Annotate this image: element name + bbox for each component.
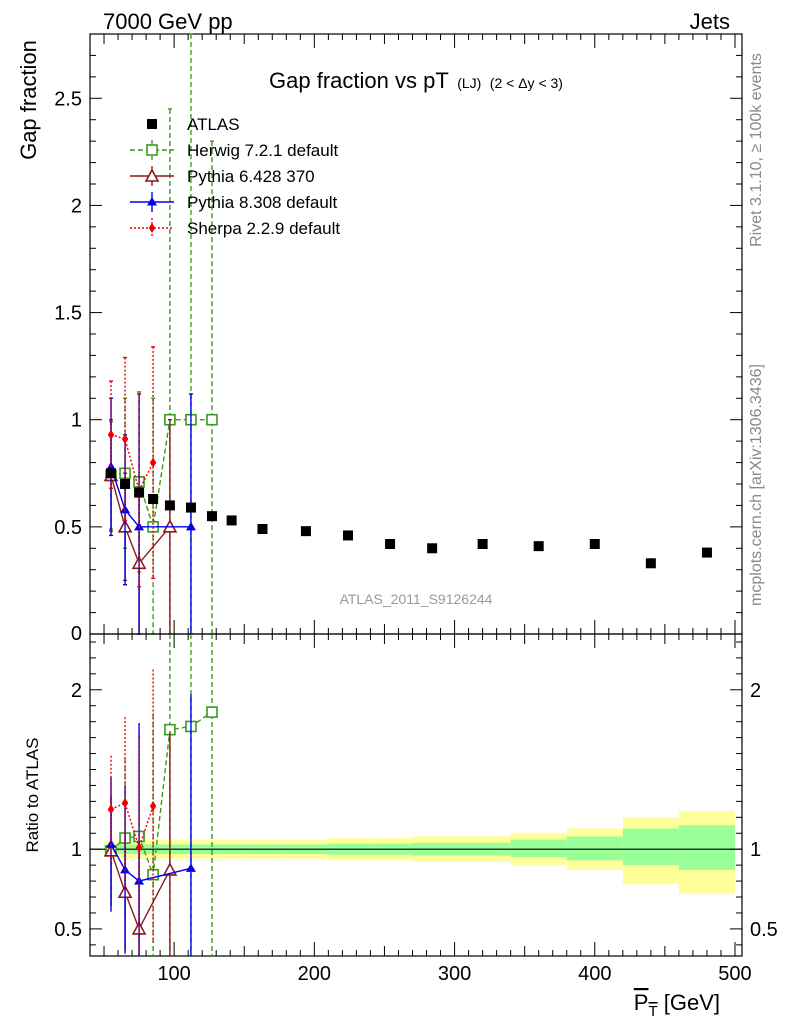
legend-entry: Herwig 7.2.1 default [130, 140, 338, 160]
x-tick-label: 400 [578, 963, 611, 985]
x-tick-label: 200 [298, 963, 331, 985]
data-point [645, 558, 656, 569]
x-tick-label: 500 [718, 963, 751, 985]
data-point [533, 541, 544, 552]
legend-marker [148, 223, 156, 233]
ratio-data-point [121, 797, 129, 808]
ratio-data-point [107, 804, 115, 815]
legend-label: ATLAS [187, 115, 240, 134]
title-sub: (LJ) [457, 75, 481, 91]
x-axis-label: PT [GeV] [634, 990, 720, 1020]
data-point [164, 500, 175, 511]
ratio-y-tick-label-right: 2 [750, 680, 761, 702]
ratio-panel: 0.5 0.5 1 1 2 2 100 200 300 400 500 [54, 633, 778, 985]
data-point [477, 539, 488, 549]
mcplots-text: mcplots.cern.ch [arXiv:1306.3436] [748, 364, 765, 606]
data-point [148, 494, 159, 504]
data-point [300, 526, 311, 537]
legend-entry: Sherpa 2.2.9 default [130, 218, 340, 238]
main-y-tick-label-zero: 0 [71, 623, 82, 645]
header-right: Jets [690, 9, 730, 34]
ratio-y-tick-label: 2 [71, 680, 82, 702]
series-line [110, 466, 191, 528]
main-y-label: Gap fraction [16, 40, 41, 160]
ratio-data-point [185, 863, 196, 872]
ratio-y-tick-label: 1 [71, 839, 82, 861]
main-y-tick-label: 1 [71, 410, 82, 432]
data-point [589, 539, 600, 549]
uncertainty-band-inner [622, 828, 679, 866]
ratio-series-pythia-8-308-default [106, 694, 196, 956]
data-point [107, 429, 115, 440]
x-axis-label-text: P [634, 990, 649, 1015]
ratio-series-line [110, 850, 171, 931]
legend-marker [144, 168, 160, 182]
ratio-y-tick-label: 0.5 [54, 919, 82, 941]
series-line [110, 475, 171, 565]
ratio-series-herwig-7-2-1-default [105, 634, 218, 956]
x-tick-label: 300 [438, 963, 471, 985]
legend: ATLAS Herwig 7.2.1 default Pythia 6.428 37… [130, 115, 340, 238]
data-point [149, 457, 157, 468]
x-tick-label: 100 [157, 963, 190, 985]
data-point [120, 504, 131, 514]
ratio-data-point [106, 839, 117, 848]
data-point [257, 524, 268, 534]
header-left: 7000 GeV pp [103, 9, 233, 34]
ratio-series-line [110, 802, 154, 850]
ratio-data-point [135, 842, 143, 853]
data-point [120, 479, 131, 489]
legend-marker [146, 144, 158, 156]
data-point [121, 434, 129, 444]
main-y-tick-label: 1.5 [54, 303, 82, 325]
ratio-data-point [206, 706, 218, 718]
data-point [701, 547, 712, 558]
rivet-version-text: Rivet 3.1.10, ≥ 100k events [748, 53, 765, 247]
legend-entry: ATLAS [147, 115, 240, 134]
ratio-y-label: Ratio to ATLAS [23, 738, 42, 853]
data-point [385, 539, 396, 549]
uncertainty-band-inner [566, 836, 623, 861]
series-atlas [106, 468, 712, 569]
data-point [134, 487, 145, 498]
main-title: Gap fraction vs pT (LJ) (2 < Δy < 3) [269, 68, 563, 93]
legend-label: Pythia 8.308 default [187, 193, 338, 212]
series-pythia-8-308-default [106, 393, 196, 635]
ratio-series-line [110, 844, 192, 882]
legend-marker [147, 197, 157, 206]
ratio-frame [89, 633, 743, 957]
main-y-tick-label: 2 [71, 195, 82, 217]
data-point [185, 521, 196, 531]
legend-label: Pythia 6.428 370 [187, 167, 315, 186]
data-point [206, 413, 218, 426]
ratio-series-sherpa-2-2-9-default [107, 669, 157, 956]
legend-marker [147, 119, 157, 129]
legend-entry: Pythia 8.308 default [130, 192, 338, 212]
data-point [206, 511, 217, 522]
ratio-y-tick-label-right: 1 [750, 839, 761, 861]
analysis-watermark: ATLAS_2011_S9126244 [340, 591, 493, 607]
series-line [110, 434, 154, 493]
data-point [427, 543, 438, 554]
title-cond: (2 < Δy < 3) [490, 75, 563, 91]
legend-entry: Pythia 6.428 370 [130, 166, 315, 186]
title-main: Gap fraction vs pT [269, 68, 449, 93]
main-y-tick-label: 2.5 [54, 88, 82, 110]
uncertainty-band-inner [510, 839, 567, 858]
main-y-tick-label: 0.5 [54, 517, 82, 539]
data-point [226, 515, 237, 526]
legend-label: Sherpa 2.2.9 default [187, 219, 340, 238]
legend-label: Herwig 7.2.1 default [187, 141, 338, 160]
main-panel: 0.5 1 1.5 2 2.5 0 [54, 33, 743, 645]
data-point [106, 468, 117, 479]
ratio-y-tick-label-right: 0.5 [750, 919, 778, 941]
data-point [342, 530, 353, 541]
uncertainty-band-inner [678, 825, 735, 870]
data-point [185, 502, 196, 513]
ratio-data-point [149, 801, 157, 812]
